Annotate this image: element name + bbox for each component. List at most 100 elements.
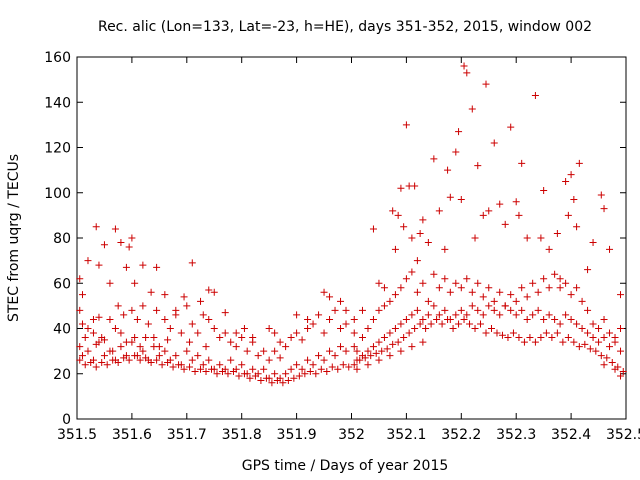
data-point: [603, 354, 611, 362]
y-axis-ticks: 0 20 40 60 80 100 120 140 160: [44, 50, 626, 428]
data-point: [463, 311, 471, 319]
y-tick-label: 160: [44, 50, 71, 66]
data-point: [232, 343, 240, 351]
data-point: [408, 343, 416, 351]
x-tick: 352: [338, 57, 365, 443]
data-point: [81, 334, 89, 342]
data-point: [122, 263, 130, 271]
data-point: [477, 320, 485, 328]
data-point: [117, 239, 125, 247]
data-point: [608, 358, 616, 366]
data-point: [413, 257, 421, 265]
data-point: [81, 361, 89, 369]
data-point: [389, 340, 397, 348]
data-point: [326, 347, 334, 355]
data-point: [186, 363, 194, 371]
data-point: [175, 361, 183, 369]
data-point: [144, 320, 152, 328]
data-point: [213, 370, 221, 378]
y-tick: 120: [44, 141, 626, 157]
data-point: [589, 239, 597, 247]
data-point: [197, 365, 205, 373]
x-axis-ticks: 351.5 351.6 351.7 351.8 351.9 352 352.1 352.2 35…: [57, 57, 640, 443]
data-point: [199, 311, 207, 319]
data-point: [106, 279, 114, 287]
data-point: [570, 338, 578, 346]
data-point: [490, 297, 498, 305]
data-point: [463, 69, 471, 77]
data-point: [435, 207, 443, 215]
data-point: [100, 336, 108, 344]
data-point: [131, 352, 139, 360]
data-point: [548, 334, 556, 342]
data-point: [430, 302, 438, 310]
x-tick-label: 351.7: [167, 427, 207, 443]
data-point: [584, 306, 592, 314]
data-point: [158, 361, 166, 369]
x-tick-label: 352.1: [386, 427, 426, 443]
data-point: [529, 279, 537, 287]
data-point: [507, 291, 515, 299]
data-point: [413, 288, 421, 296]
data-point: [386, 352, 394, 360]
data-point: [350, 361, 358, 369]
data-point: [578, 325, 586, 332]
data-point: [95, 261, 103, 269]
x-tick-label: 352.2: [441, 427, 481, 443]
x-tick-label: 351.6: [112, 427, 152, 443]
data-point: [411, 182, 419, 190]
data-point: [287, 365, 295, 373]
data-point: [320, 329, 328, 337]
y-tick: 160: [44, 50, 626, 66]
data-point: [501, 302, 509, 310]
data-point: [542, 329, 550, 337]
data-point: [188, 356, 196, 364]
data-point: [353, 365, 361, 373]
data-point: [575, 159, 583, 167]
data-point: [180, 365, 188, 373]
y-tick: 0: [62, 412, 626, 428]
x-tick: 352.3: [496, 57, 536, 443]
data-point: [249, 338, 257, 346]
data-point: [468, 288, 476, 296]
data-point: [76, 343, 84, 351]
data-point: [397, 320, 405, 328]
data-point: [441, 306, 449, 314]
data-point: [229, 367, 237, 375]
data-point: [424, 239, 432, 247]
data-point: [534, 306, 542, 314]
x-tick: 351.7: [167, 57, 207, 443]
data-point: [523, 234, 531, 242]
data-point: [600, 334, 608, 342]
data-point: [136, 356, 144, 364]
data-point: [584, 329, 592, 337]
data-point: [147, 358, 155, 366]
data-point: [164, 358, 172, 366]
data-point: [411, 325, 419, 332]
data-point: [433, 315, 441, 323]
data-point: [452, 311, 460, 319]
data-point: [342, 320, 350, 328]
data-point: [460, 315, 468, 323]
data-point: [84, 257, 92, 265]
data-point: [540, 186, 548, 194]
data-point: [567, 171, 575, 179]
data-point: [391, 291, 399, 299]
data-point: [216, 334, 224, 342]
data-point: [315, 352, 323, 360]
x-tick-label: 352.5: [606, 427, 640, 443]
data-point: [581, 340, 589, 348]
data-point: [345, 363, 353, 371]
data-point: [114, 302, 122, 310]
data-point: [364, 361, 372, 369]
data-point: [109, 356, 117, 364]
data-point: [76, 275, 84, 283]
data-point: [611, 338, 619, 346]
y-tick: 140: [44, 95, 626, 111]
data-point: [120, 354, 128, 362]
data-point: [84, 347, 92, 355]
data-point: [92, 223, 100, 231]
data-point: [78, 291, 86, 299]
data-point: [537, 334, 545, 342]
data-point: [435, 311, 443, 319]
